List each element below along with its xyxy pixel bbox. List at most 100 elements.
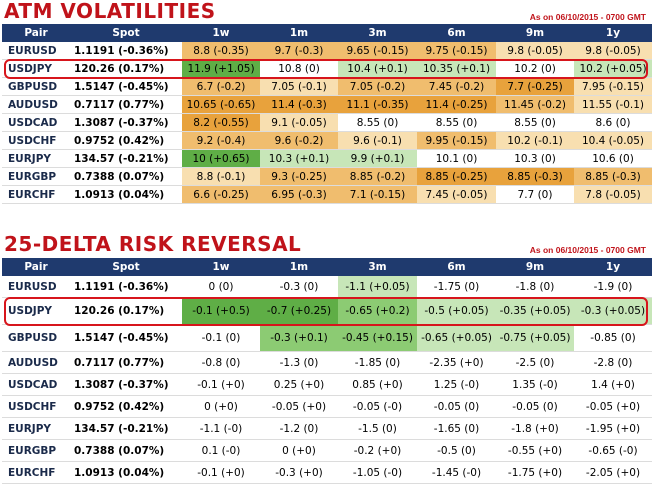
rr-header-7: 1y bbox=[574, 258, 652, 276]
rr-header-6: 9m bbox=[496, 258, 574, 276]
value-cell: 11.9 (+1.05) bbox=[182, 59, 260, 78]
value-cell: 9.7 (-0.3) bbox=[260, 42, 338, 60]
table-row: USDCAD 1.3087 (-0.37%) -0.1 (+0) 0.25 (+0) 0… bbox=[2, 373, 652, 396]
value-cell: 10.1 (0) bbox=[417, 149, 496, 168]
spot-cell: 134.57 (-0.21%) bbox=[70, 417, 182, 440]
table-row: USDCAD 1.3087 (-0.37%) 8.2 (-0.55) 9.1 (-0.… bbox=[2, 113, 652, 132]
value-cell: 0.85 (+0) bbox=[338, 373, 417, 396]
pair-cell: USDJPY bbox=[2, 297, 70, 325]
value-cell: -0.05 (0) bbox=[417, 395, 496, 418]
value-cell: -0.1 (0) bbox=[182, 324, 260, 352]
value-cell: 11.55 (-0.1) bbox=[574, 95, 652, 114]
pair-cell: EURJPY bbox=[2, 149, 70, 168]
value-cell: 7.7 (0) bbox=[496, 185, 574, 204]
spot-cell: 1.0913 (0.04%) bbox=[70, 461, 182, 484]
value-cell: 11.4 (-0.3) bbox=[260, 95, 338, 114]
value-cell: 9.6 (-0.2) bbox=[260, 131, 338, 150]
rr-title: 25-DELTA RISK REVERSAL bbox=[4, 232, 302, 256]
rr-header-4: 3m bbox=[338, 258, 417, 276]
value-cell: 0 (+0) bbox=[182, 395, 260, 418]
rr-header-5: 6m bbox=[417, 258, 496, 276]
rr-header-3: 1m bbox=[260, 258, 338, 276]
value-cell: -0.05 (+0) bbox=[260, 395, 338, 418]
value-cell: -0.7 (+0.25) bbox=[260, 297, 338, 325]
atm-header-2: 1w bbox=[182, 24, 260, 42]
rr-header-2: 1w bbox=[182, 258, 260, 276]
table-row: GBPUSD 1.5147 (-0.45%) 6.7 (-0.2) 7.05 (-0.… bbox=[2, 77, 652, 96]
table-row: EURGBP 0.7388 (0.07%) 0.1 (-0) 0 (+0) -0.2 (… bbox=[2, 439, 652, 462]
spot-cell: 1.3087 (-0.37%) bbox=[70, 373, 182, 396]
value-cell: 8.8 (-0.35) bbox=[182, 42, 260, 60]
value-cell: -1.5 (0) bbox=[338, 417, 417, 440]
value-cell: 8.2 (-0.55) bbox=[182, 113, 260, 132]
value-cell: -0.05 (0) bbox=[496, 395, 574, 418]
value-cell: 9.75 (-0.15) bbox=[417, 42, 496, 60]
value-cell: -0.35 (+0.05) bbox=[496, 297, 574, 325]
value-cell: -1.05 (-0) bbox=[338, 461, 417, 484]
rr-as-of: As on 06/10/2015 - 0700 GMT bbox=[529, 245, 646, 255]
atm-header-6: 9m bbox=[496, 24, 574, 42]
rr-header-1: Spot bbox=[70, 258, 182, 276]
value-cell: 6.6 (-0.25) bbox=[182, 185, 260, 204]
value-cell: 8.85 (-0.25) bbox=[417, 167, 496, 186]
pair-cell: USDCAD bbox=[2, 113, 70, 132]
value-cell: 8.6 (0) bbox=[574, 113, 652, 132]
pair-cell: USDCHF bbox=[2, 131, 70, 150]
table-row: AUDUSD 0.7117 (0.77%) -0.8 (0) -1.3 (0) -1.8… bbox=[2, 351, 652, 374]
spot-cell: 1.1191 (-0.36%) bbox=[70, 42, 182, 60]
value-cell: 10.3 (+0.1) bbox=[260, 149, 338, 168]
table-row: USDJPY 120.26 (0.17%) 11.9 (+1.05) 10.8 (0)… bbox=[2, 59, 652, 78]
value-cell: 1.4 (+0) bbox=[574, 373, 652, 396]
value-cell: 6.95 (-0.3) bbox=[260, 185, 338, 204]
spot-cell: 134.57 (-0.21%) bbox=[70, 149, 182, 168]
value-cell: -2.35 (+0) bbox=[417, 351, 496, 374]
atm-header-1: Spot bbox=[70, 24, 182, 42]
value-cell: -1.1 (-0) bbox=[182, 417, 260, 440]
value-cell: -0.3 (+0.1) bbox=[260, 324, 338, 352]
value-cell: -0.1 (+0) bbox=[182, 461, 260, 484]
value-cell: -0.3 (0) bbox=[260, 276, 338, 298]
value-cell: 7.45 (-0.05) bbox=[417, 185, 496, 204]
value-cell: 9.95 (-0.15) bbox=[417, 131, 496, 150]
atm-header-7: 1y bbox=[574, 24, 652, 42]
spot-cell: 0.9752 (0.42%) bbox=[70, 395, 182, 418]
atm-header-3: 1m bbox=[260, 24, 338, 42]
value-cell: -0.8 (0) bbox=[182, 351, 260, 374]
value-cell: 10 (+0.65) bbox=[182, 149, 260, 168]
value-cell: -0.85 (0) bbox=[574, 324, 652, 352]
spot-cell: 0.7388 (0.07%) bbox=[70, 167, 182, 186]
atm-header-row: Pair Spot 1w 1m 3m 6m 9m 1y bbox=[2, 24, 652, 42]
table-row: EURGBP 0.7388 (0.07%) 8.8 (-0.1) 9.3 (-0.25… bbox=[2, 167, 652, 186]
pair-cell: USDCAD bbox=[2, 373, 70, 396]
value-cell: 10.8 (0) bbox=[260, 59, 338, 78]
value-cell: -2.5 (0) bbox=[496, 351, 574, 374]
atm-title: ATM VOLATILITIES bbox=[4, 0, 216, 23]
table-row: EURUSD 1.1191 (-0.36%) 8.8 (-0.35) 9.7 (-0.… bbox=[2, 42, 652, 60]
atm-table: Pair Spot 1w 1m 3m 6m 9m 1y EURUSD 1.1191 (-0.36… bbox=[2, 24, 652, 204]
value-cell: 10.65 (-0.65) bbox=[182, 95, 260, 114]
value-cell: 8.55 (0) bbox=[496, 113, 574, 132]
value-cell: 0 (0) bbox=[182, 276, 260, 298]
spot-cell: 0.7117 (0.77%) bbox=[70, 95, 182, 114]
value-cell: 9.65 (-0.15) bbox=[338, 42, 417, 60]
spot-cell: 1.5147 (-0.45%) bbox=[70, 324, 182, 352]
spot-cell: 1.1191 (-0.36%) bbox=[70, 276, 182, 298]
table-row: EURCHF 1.0913 (0.04%) 6.6 (-0.25) 6.95 (-0.… bbox=[2, 185, 652, 204]
pair-cell: AUDUSD bbox=[2, 95, 70, 114]
table-row: EURCHF 1.0913 (0.04%) -0.1 (+0) -0.3 (+0) -1… bbox=[2, 461, 652, 484]
atm-header-5: 6m bbox=[417, 24, 496, 42]
value-cell: -1.65 (0) bbox=[417, 417, 496, 440]
value-cell: -2.05 (+0) bbox=[574, 461, 652, 484]
spot-cell: 120.26 (0.17%) bbox=[70, 297, 182, 325]
pair-cell: USDJPY bbox=[2, 59, 70, 78]
value-cell: -1.8 (0) bbox=[496, 276, 574, 298]
value-cell: 11.4 (-0.25) bbox=[417, 95, 496, 114]
atm-header-0: Pair bbox=[2, 24, 70, 42]
pair-cell: EURCHF bbox=[2, 185, 70, 204]
value-cell: -1.1 (+0.05) bbox=[338, 276, 417, 298]
spot-cell: 1.5147 (-0.45%) bbox=[70, 77, 182, 96]
value-cell: -1.2 (0) bbox=[260, 417, 338, 440]
pair-cell: USDCHF bbox=[2, 395, 70, 418]
value-cell: -1.8 (+0) bbox=[496, 417, 574, 440]
value-cell: 1.25 (-0) bbox=[417, 373, 496, 396]
